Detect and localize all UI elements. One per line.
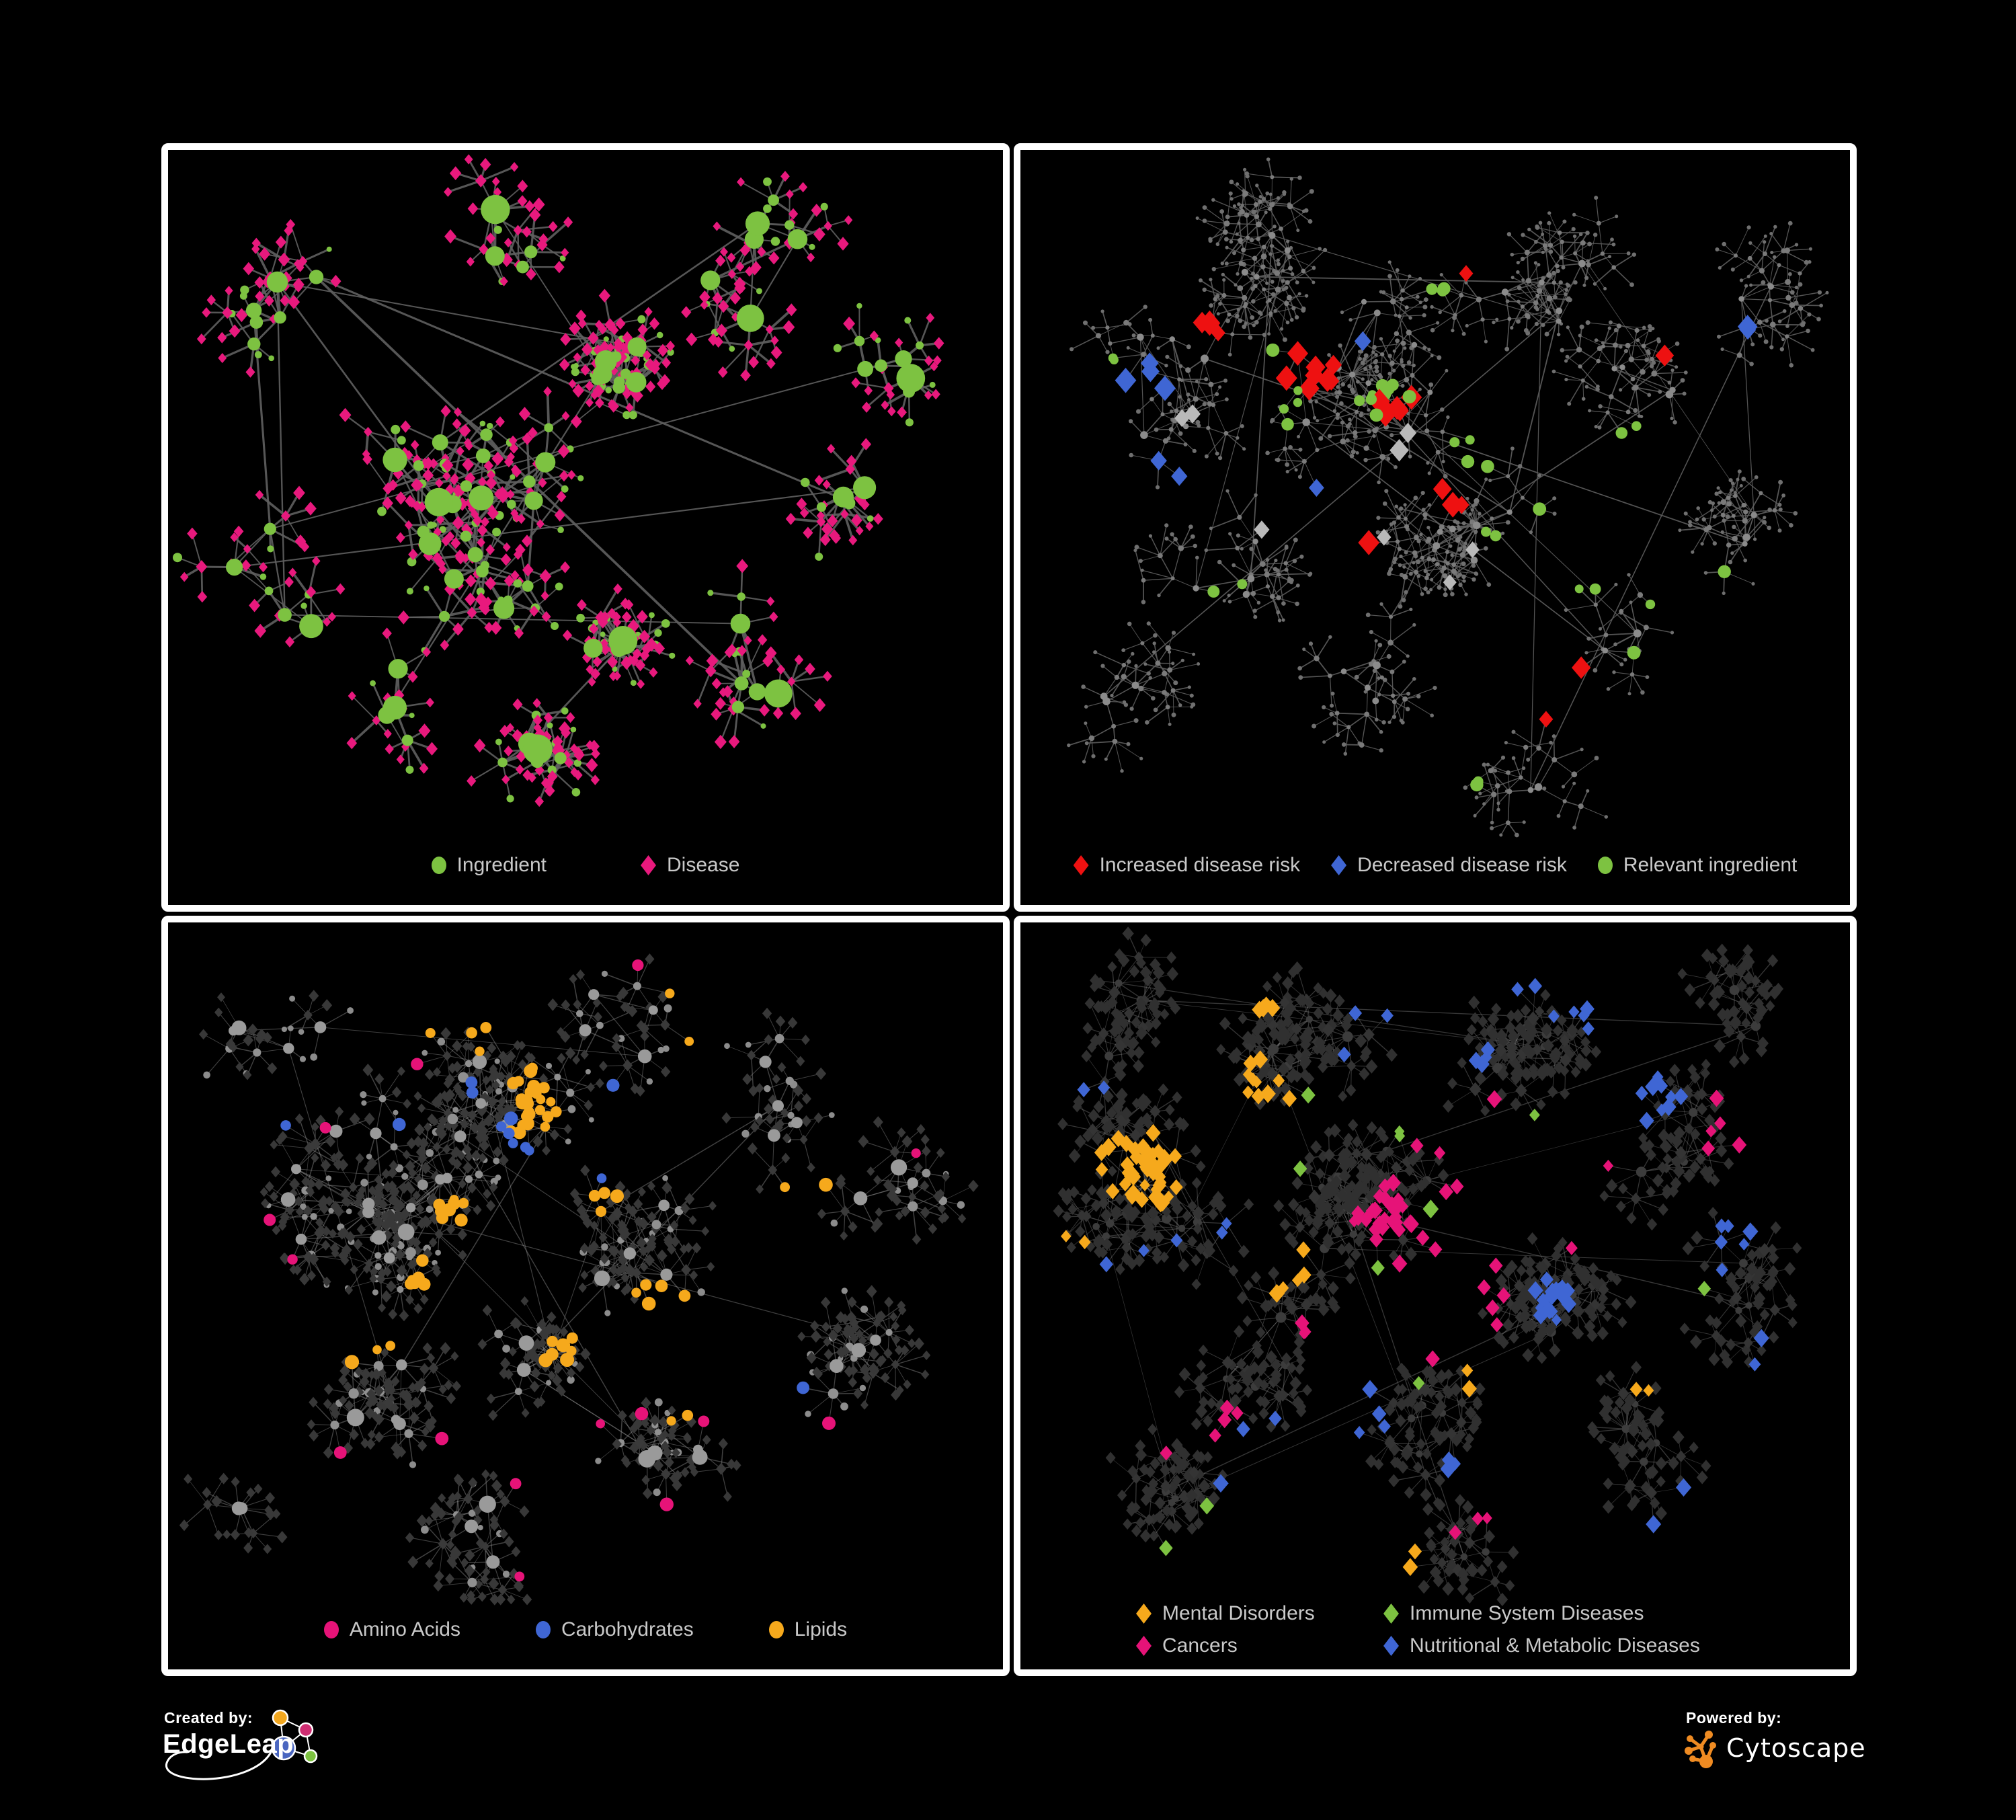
legend-nutrient-classes: Amino Acids Carbohydrates Lipids [168, 1618, 1003, 1641]
powered-by-label: Powered by: [1686, 1709, 1782, 1727]
diamond-swatch-icon [1383, 1636, 1399, 1656]
legend-label: Decreased disease risk [1357, 854, 1567, 876]
circle-swatch-icon [431, 857, 446, 874]
legend-item: Decreased disease risk [1331, 854, 1567, 877]
panel-disease-risk: Increased disease risk Decreased disease … [1014, 143, 1857, 912]
legend-label: Cancers [1162, 1634, 1238, 1657]
diamond-swatch-icon [1073, 855, 1089, 875]
legend-label: Ingredient [456, 854, 547, 876]
diamond-swatch-icon [1136, 1604, 1152, 1624]
legend-label: Carbohydrates [561, 1618, 694, 1640]
circle-swatch-icon [323, 1621, 339, 1638]
legend-item: Nutritional & Metabolic Diseases [1383, 1634, 1700, 1657]
circle-swatch-icon [768, 1621, 784, 1638]
legend-item: Amino Acids [323, 1618, 460, 1641]
diamond-swatch-icon [641, 855, 657, 875]
legend-item: Carbohydrates [535, 1618, 694, 1641]
legend-item: Cancers [1136, 1634, 1383, 1657]
legend-item: Ingredient [431, 854, 547, 877]
legend-item: Relevant ingredient [1597, 854, 1798, 877]
legend-item: Increased disease risk [1073, 854, 1301, 877]
circle-swatch-icon [1597, 857, 1613, 874]
legend-item: Immune System Diseases [1383, 1602, 1700, 1625]
legend-label: Nutritional & Metabolic Diseases [1410, 1634, 1700, 1657]
panel-ingredient-disease: Ingredient Disease [161, 143, 1010, 912]
legend-disease-risk: Increased disease risk Decreased disease … [1020, 854, 1850, 877]
diamond-swatch-icon [1331, 855, 1347, 875]
legend-label: Increased disease risk [1099, 854, 1301, 876]
nutrient-classes-network-graph [179, 953, 979, 1606]
circle-swatch-icon [535, 1621, 551, 1638]
legend-label: Disease [667, 854, 740, 876]
legend-label: Mental Disorders [1162, 1602, 1315, 1624]
legend-label: Amino Acids [349, 1618, 460, 1640]
ingredient-disease-network-graph [173, 154, 944, 807]
diamond-swatch-icon [1136, 1636, 1152, 1656]
legend-item: Lipids [768, 1618, 848, 1641]
cytoscape-brand: Powered by: Cytoscape [1685, 1709, 1967, 1796]
created-by-label: Created by: [164, 1709, 253, 1727]
cytoscape-logo-icon [1685, 1731, 1716, 1768]
panel-nutrient-classes: Amino Acids Carbohydrates Lipids [161, 916, 1010, 1676]
diamond-swatch-icon [1383, 1604, 1399, 1624]
legend-label: Immune System Diseases [1410, 1602, 1644, 1624]
legend-item: Disease [641, 854, 739, 877]
edgeleap-logo-icon [165, 1709, 318, 1780]
legend-disease-categories: Mental Disorders Immune System Diseases Ca… [1020, 1602, 1850, 1657]
legend-ingredient-disease: Ingredient Disease [168, 854, 1003, 877]
panel-disease-categories: Mental Disorders Immune System Diseases Ca… [1014, 916, 1857, 1676]
edgeleap-brand: Created by: EdgeLeap [163, 1709, 479, 1796]
legend-label: Lipids [794, 1618, 848, 1640]
disease-categories-network-graph [1053, 926, 1802, 1606]
legend-item: Mental Disorders [1136, 1602, 1383, 1625]
legend-label: Relevant ingredient [1623, 854, 1798, 876]
cytoscape-wordmark: Cytoscape [1726, 1733, 1866, 1763]
disease-risk-network-graph [1067, 157, 1829, 838]
edgeleap-wordmark: EdgeLeap [163, 1729, 294, 1759]
